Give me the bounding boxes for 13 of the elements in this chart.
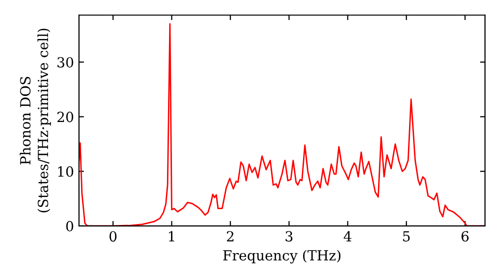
x-axis-title: Frequency (THz) <box>223 250 340 264</box>
y-axis-title: Phonon DOS (States/THz·primitive cell) <box>20 28 51 212</box>
y-tick-label: 20 <box>57 112 74 122</box>
x-tick-label: 1 <box>168 231 174 242</box>
x-tick-label: 6 <box>462 231 469 242</box>
x-tick-label: 3 <box>286 231 292 242</box>
y-tick-label: 0 <box>66 220 74 232</box>
x-tick-label: 0 <box>110 231 117 242</box>
y-tick-label: 10 <box>58 166 74 177</box>
x-tick-label: 2 <box>226 231 234 242</box>
x-tick-label: 5 <box>403 231 410 242</box>
y-tick-label: 30 <box>58 57 74 68</box>
x-tick-label: 4 <box>344 231 352 242</box>
